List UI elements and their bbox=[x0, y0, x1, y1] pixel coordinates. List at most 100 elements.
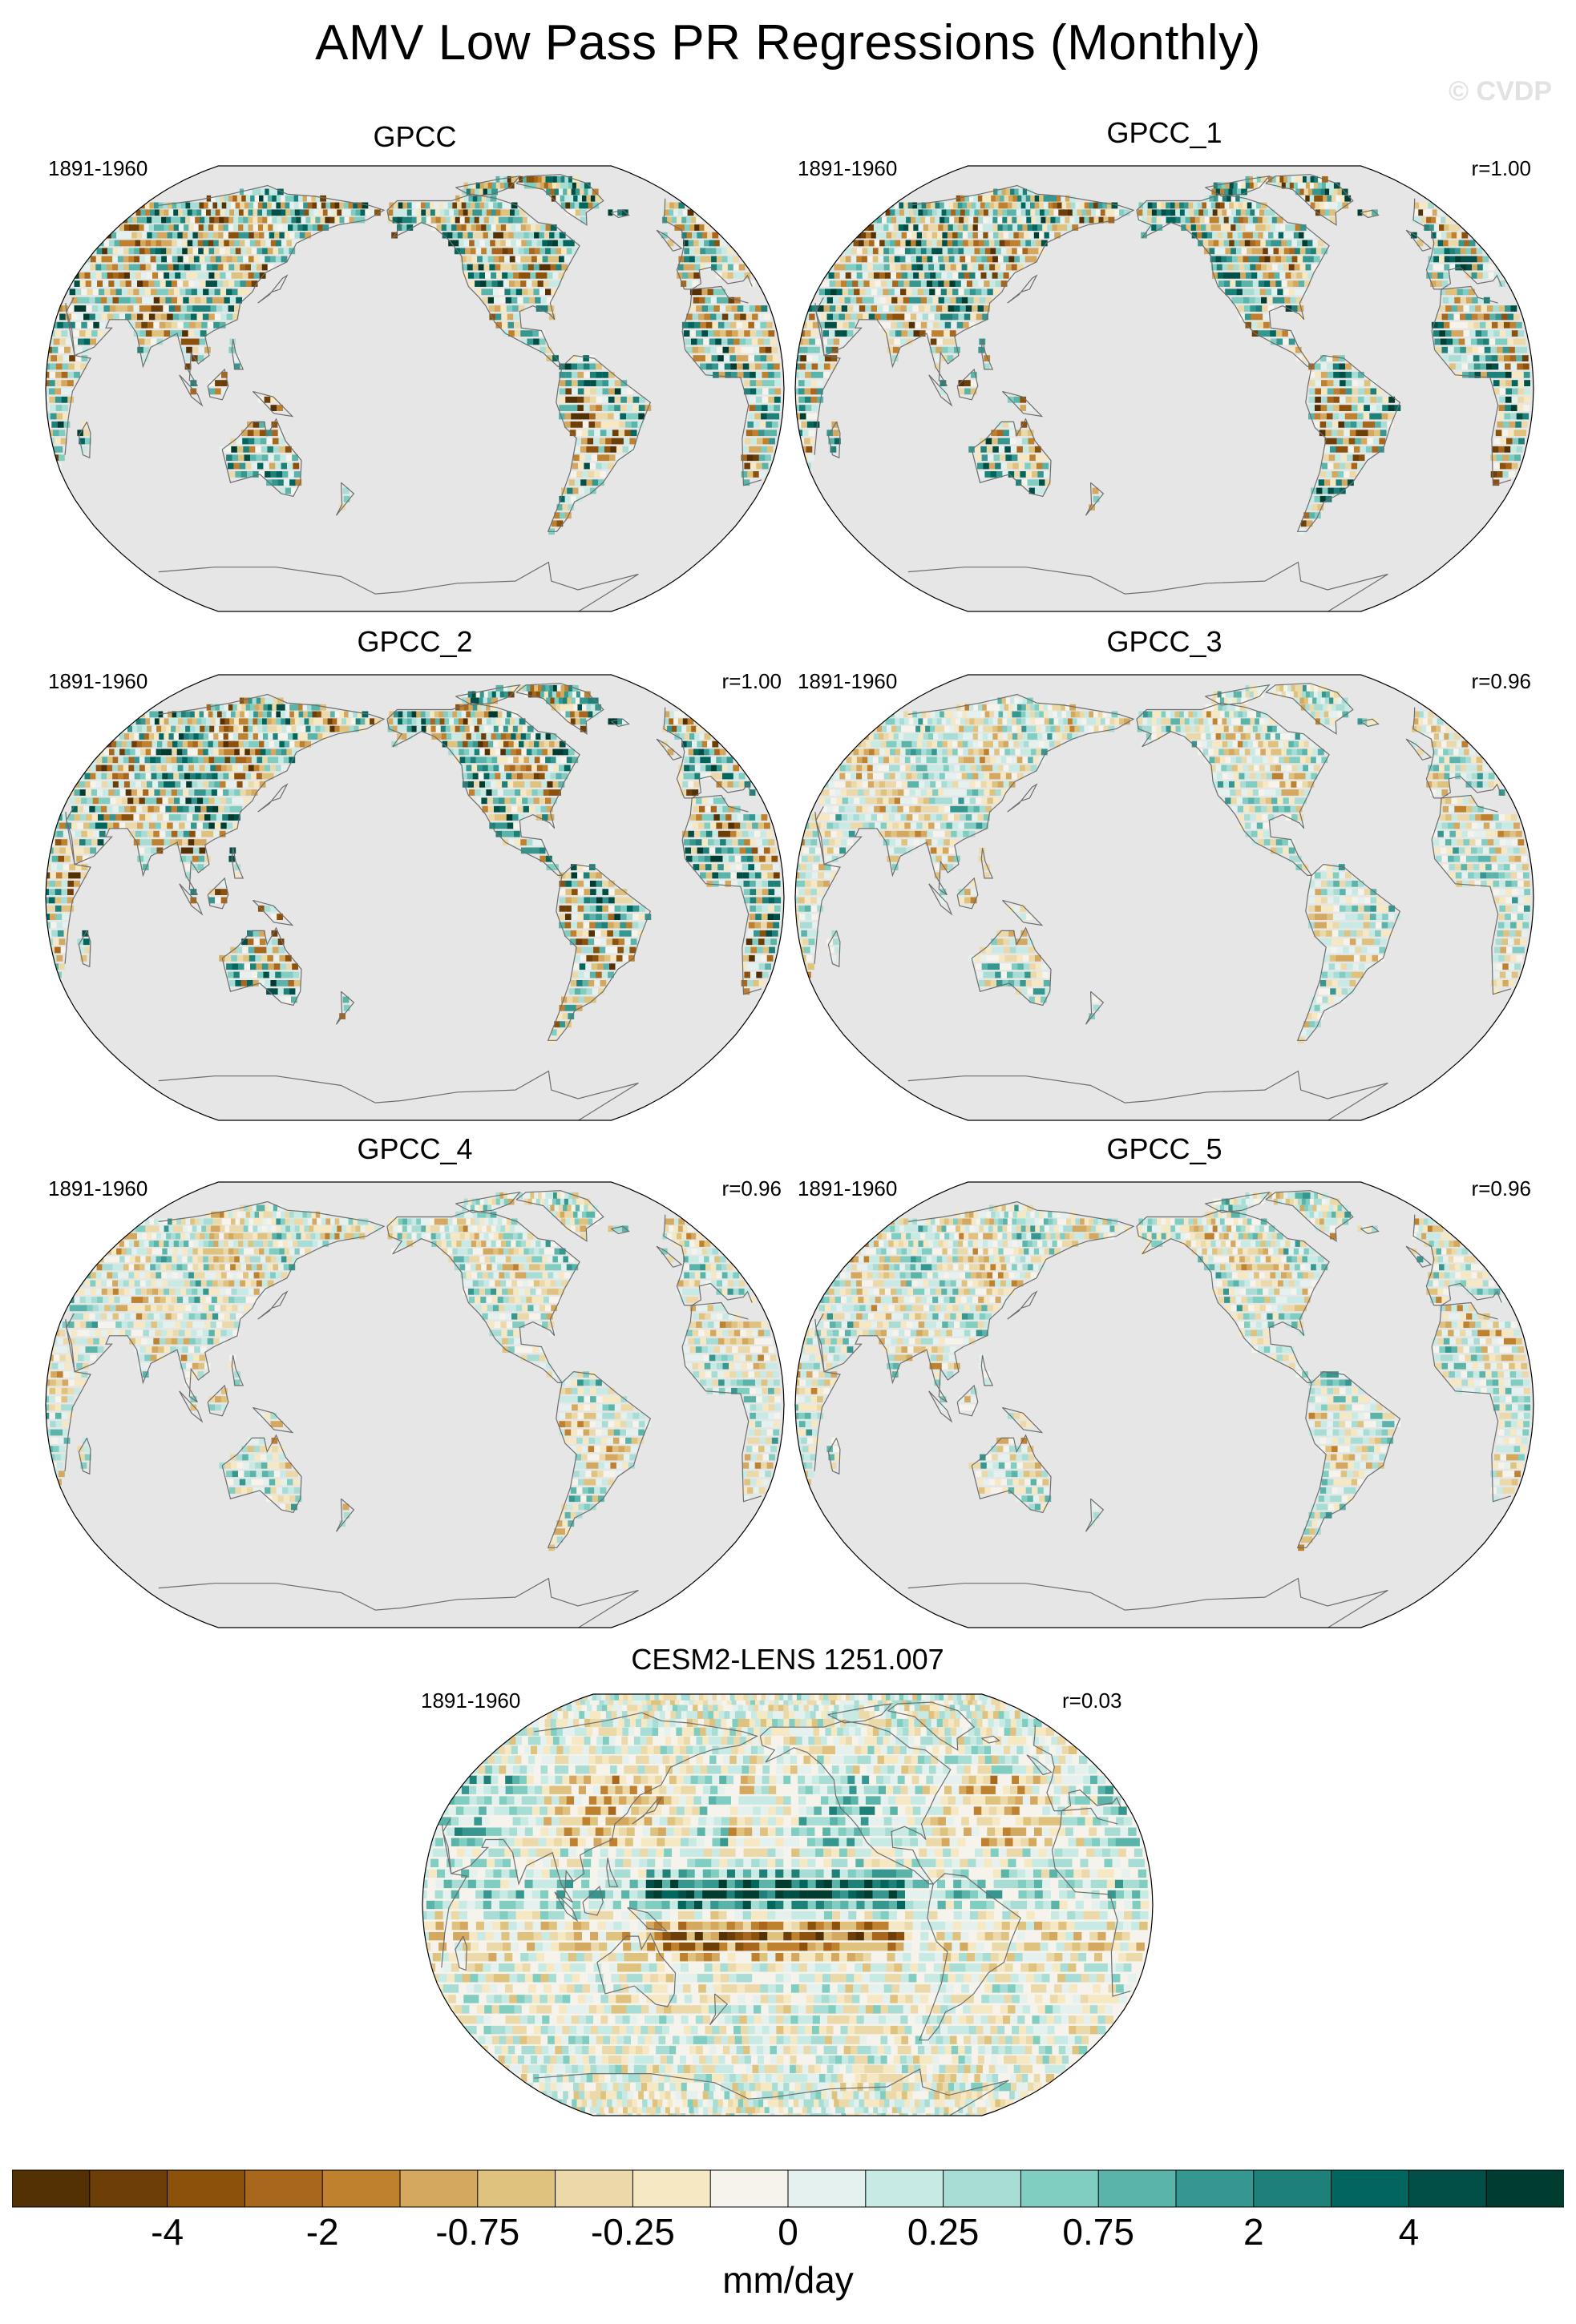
field-cell bbox=[550, 248, 557, 255]
field-cell bbox=[293, 471, 301, 478]
field-cell bbox=[1214, 248, 1221, 255]
field-cell bbox=[800, 355, 807, 361]
field-cell bbox=[406, 733, 414, 740]
field-cell bbox=[546, 805, 553, 813]
field-cell bbox=[1339, 413, 1345, 420]
field-cell bbox=[165, 280, 172, 287]
field-cell bbox=[491, 733, 498, 740]
field-cell bbox=[161, 725, 168, 732]
field-cell bbox=[500, 733, 507, 740]
field-cell bbox=[773, 413, 780, 420]
panel-correlation: r=1.00 bbox=[721, 669, 782, 693]
field-cell bbox=[1506, 438, 1513, 445]
field-cell bbox=[151, 797, 157, 805]
field-cell bbox=[320, 216, 327, 224]
field-cell bbox=[286, 216, 293, 224]
field-cell bbox=[954, 305, 960, 312]
field-cell bbox=[1041, 454, 1048, 462]
field-cell bbox=[107, 256, 114, 263]
field-cell bbox=[114, 280, 121, 287]
field-cell bbox=[130, 297, 137, 304]
field-cell bbox=[343, 1004, 350, 1011]
field-cell bbox=[253, 781, 261, 788]
field-cell bbox=[937, 330, 944, 337]
field-cell bbox=[108, 280, 115, 287]
field-cell bbox=[57, 864, 63, 870]
field-cell bbox=[598, 988, 604, 995]
field-cell bbox=[107, 272, 114, 279]
field-cell bbox=[588, 471, 595, 478]
field-cell bbox=[194, 202, 201, 209]
field-cell bbox=[520, 338, 527, 345]
field-cell bbox=[951, 209, 957, 216]
field-cell bbox=[262, 718, 269, 725]
regression-field bbox=[46, 683, 782, 1120]
field-cell bbox=[1035, 454, 1042, 462]
field-cell bbox=[1333, 388, 1340, 395]
field-cell bbox=[471, 256, 479, 263]
field-cell bbox=[564, 176, 572, 183]
field-cell bbox=[1472, 264, 1478, 271]
field-cell bbox=[1225, 182, 1232, 189]
field-cell bbox=[174, 797, 180, 805]
field-cell bbox=[177, 740, 184, 748]
field-cell bbox=[987, 288, 994, 296]
field-cell bbox=[969, 288, 976, 296]
field-cell bbox=[1333, 371, 1340, 378]
field-cell bbox=[810, 380, 818, 386]
field-cell bbox=[312, 224, 319, 231]
field-cell bbox=[98, 288, 105, 296]
field-cell bbox=[456, 224, 463, 231]
field-cell bbox=[150, 256, 157, 263]
field-cell bbox=[176, 280, 184, 287]
field-cell bbox=[895, 330, 902, 337]
field-cell bbox=[208, 288, 216, 296]
robinson-map bbox=[45, 674, 785, 1121]
field-cell bbox=[915, 280, 922, 287]
field-cell bbox=[681, 740, 689, 748]
field-cell bbox=[637, 930, 645, 937]
field-cell bbox=[1457, 232, 1463, 239]
field-cell bbox=[845, 272, 852, 279]
field-cell bbox=[178, 209, 184, 216]
field-cell bbox=[156, 748, 163, 756]
field-cell bbox=[342, 487, 350, 494]
field-cell bbox=[1030, 256, 1037, 263]
field-cell bbox=[1212, 232, 1218, 239]
field-cell bbox=[171, 757, 178, 764]
field-cell bbox=[723, 355, 730, 361]
field-cell bbox=[77, 313, 84, 321]
field-cell bbox=[133, 305, 140, 312]
field-cell bbox=[1018, 188, 1025, 196]
field-cell bbox=[1209, 248, 1216, 255]
robinson-map bbox=[45, 165, 785, 612]
field-cell bbox=[142, 864, 149, 870]
field-cell bbox=[804, 438, 810, 445]
field-cell bbox=[254, 438, 261, 445]
field-cell bbox=[1477, 256, 1484, 263]
field-cell bbox=[1166, 202, 1172, 209]
field-cell bbox=[209, 216, 216, 224]
field-cell bbox=[251, 773, 257, 780]
field-cell bbox=[693, 864, 700, 870]
field-cell bbox=[167, 765, 173, 772]
field-cell bbox=[507, 176, 514, 183]
field-cell bbox=[705, 363, 713, 370]
field-cell bbox=[267, 446, 274, 453]
field-cell bbox=[208, 380, 216, 386]
field-cell bbox=[1325, 430, 1332, 437]
field-cell bbox=[749, 446, 755, 453]
field-cell bbox=[571, 914, 578, 920]
field-cell bbox=[576, 355, 584, 361]
field-cell bbox=[729, 346, 735, 353]
field-cell bbox=[236, 805, 242, 813]
field-cell bbox=[961, 297, 968, 304]
field-cell bbox=[996, 471, 1003, 478]
field-cell bbox=[129, 830, 136, 837]
field-cell bbox=[1093, 495, 1100, 502]
field-cell bbox=[61, 388, 67, 395]
field-cell bbox=[626, 413, 632, 420]
field-cell bbox=[97, 789, 103, 796]
field-cell bbox=[669, 209, 676, 216]
field-cell bbox=[487, 297, 495, 304]
